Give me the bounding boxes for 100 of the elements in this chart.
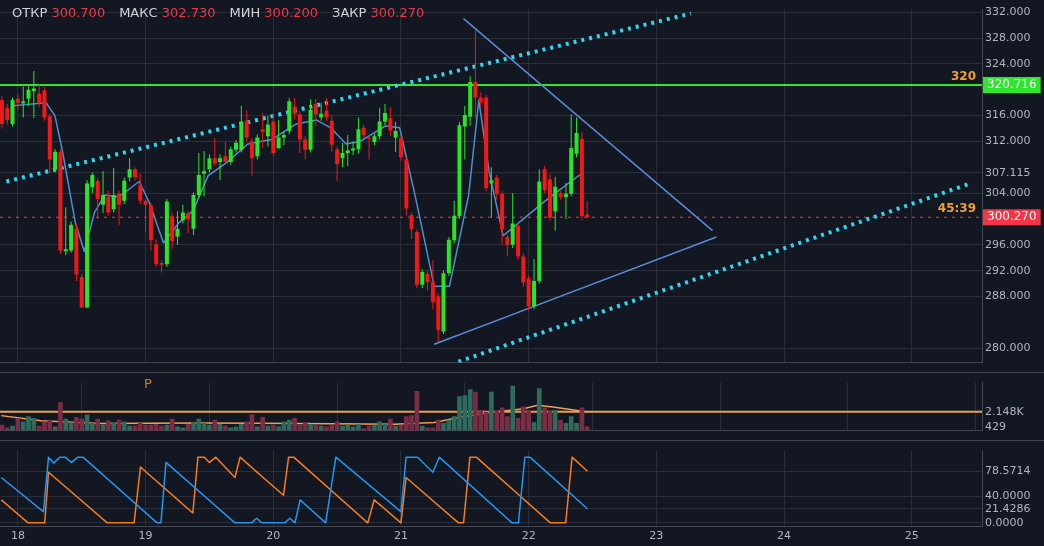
candlestick <box>574 117 579 159</box>
candlestick <box>223 141 228 166</box>
candlestick <box>292 97 297 120</box>
bar <box>212 419 218 431</box>
candlestick <box>212 137 217 167</box>
bar <box>388 418 393 431</box>
x-tick-label: 24 <box>777 529 792 543</box>
candlestick <box>265 115 270 148</box>
y-tick-label: 324.000 <box>985 56 1031 70</box>
candlestick <box>95 177 100 220</box>
candlestick <box>117 190 122 226</box>
candlestick <box>175 210 180 246</box>
bar <box>58 402 63 431</box>
bar <box>393 425 398 431</box>
candlestick <box>335 146 340 182</box>
candlestick <box>377 107 382 140</box>
candlestick <box>53 148 58 173</box>
y-tick-label: 288.000 <box>985 289 1031 303</box>
candlestick <box>324 97 329 122</box>
annotation: ЗАКР 300.270 <box>332 5 425 20</box>
annotation: P <box>144 376 152 391</box>
candlestick <box>154 239 159 268</box>
annotation: ОТКР 300.700 <box>12 5 106 20</box>
annotation: МАКС 302.730 <box>119 5 216 20</box>
candlestick <box>510 192 515 249</box>
candlestick <box>15 94 20 111</box>
candlestick <box>340 142 345 168</box>
y-tick-label: 328.000 <box>985 30 1031 44</box>
bar <box>419 425 425 431</box>
candlestick <box>244 109 249 142</box>
y-tick-label: 304.000 <box>985 185 1031 199</box>
candlestick <box>186 210 191 234</box>
candlestick <box>356 117 361 155</box>
candlestick <box>281 130 286 146</box>
bar <box>510 385 516 431</box>
candlestick <box>329 115 334 153</box>
candlestick <box>180 204 185 224</box>
x-tick-label: 22 <box>521 529 536 543</box>
candlestick <box>303 135 308 161</box>
candlestick <box>207 153 212 173</box>
x-tick-label: 21 <box>393 529 408 543</box>
bar <box>308 423 313 431</box>
bar <box>313 424 319 431</box>
bar <box>63 418 69 431</box>
bar <box>302 422 308 431</box>
candlestick <box>143 199 148 234</box>
ref-line-label: 300.270 <box>987 209 1037 224</box>
bar <box>95 418 101 431</box>
candlestick <box>383 103 388 126</box>
bar <box>223 425 228 431</box>
candlestick <box>425 270 430 291</box>
candlestick <box>106 190 111 217</box>
candlestick <box>111 167 116 213</box>
candlestick <box>218 153 223 181</box>
candlestick <box>159 259 164 274</box>
y-tick-label: 40.0000 <box>985 489 1031 503</box>
y-tick-label: 316.000 <box>985 108 1031 122</box>
candlestick <box>276 119 281 150</box>
candlestick <box>319 102 324 122</box>
candlestick <box>138 173 143 205</box>
y-tick-label: 292.000 <box>985 263 1031 277</box>
x-tick-label: 18 <box>10 529 25 543</box>
y-tick-label: 280.000 <box>985 341 1031 355</box>
candlestick <box>505 233 510 257</box>
bar <box>260 417 266 431</box>
y-tick-label: 429 <box>985 419 1006 433</box>
candlestick <box>563 182 568 220</box>
candlestick <box>494 174 499 201</box>
candlestick <box>388 106 393 137</box>
bar <box>228 427 234 431</box>
candlestick <box>393 121 398 153</box>
y-tick-label: 296.000 <box>985 237 1031 251</box>
annotation: МИН 300.200 <box>229 5 319 20</box>
candlestick <box>473 28 478 119</box>
candlestick <box>409 211 414 240</box>
bar <box>361 428 367 431</box>
y-tick-label: 21.4286 <box>985 501 1031 515</box>
y-tick-label: 332.000 <box>985 5 1031 19</box>
bar <box>536 388 542 431</box>
candlestick <box>313 98 318 127</box>
bar <box>435 419 441 431</box>
candlestick <box>122 177 127 205</box>
candlestick <box>255 133 260 161</box>
bar <box>10 425 15 431</box>
candlestick <box>249 137 254 177</box>
y-tick-label: 0.0000 <box>985 515 1024 529</box>
ref-line-label: 320.716 <box>987 77 1037 92</box>
bar <box>494 410 500 431</box>
candlestick <box>398 134 403 162</box>
candlestick <box>10 96 15 128</box>
bar <box>552 410 558 431</box>
bar <box>4 427 10 431</box>
bar <box>489 391 494 431</box>
bar <box>286 419 292 431</box>
annotation: 320 <box>950 69 976 84</box>
bar <box>558 419 563 431</box>
candlestick <box>489 166 494 219</box>
candlestick <box>260 112 265 149</box>
y-tick-label: 307.115 <box>985 165 1031 179</box>
x-tick-label: 19 <box>138 529 153 543</box>
